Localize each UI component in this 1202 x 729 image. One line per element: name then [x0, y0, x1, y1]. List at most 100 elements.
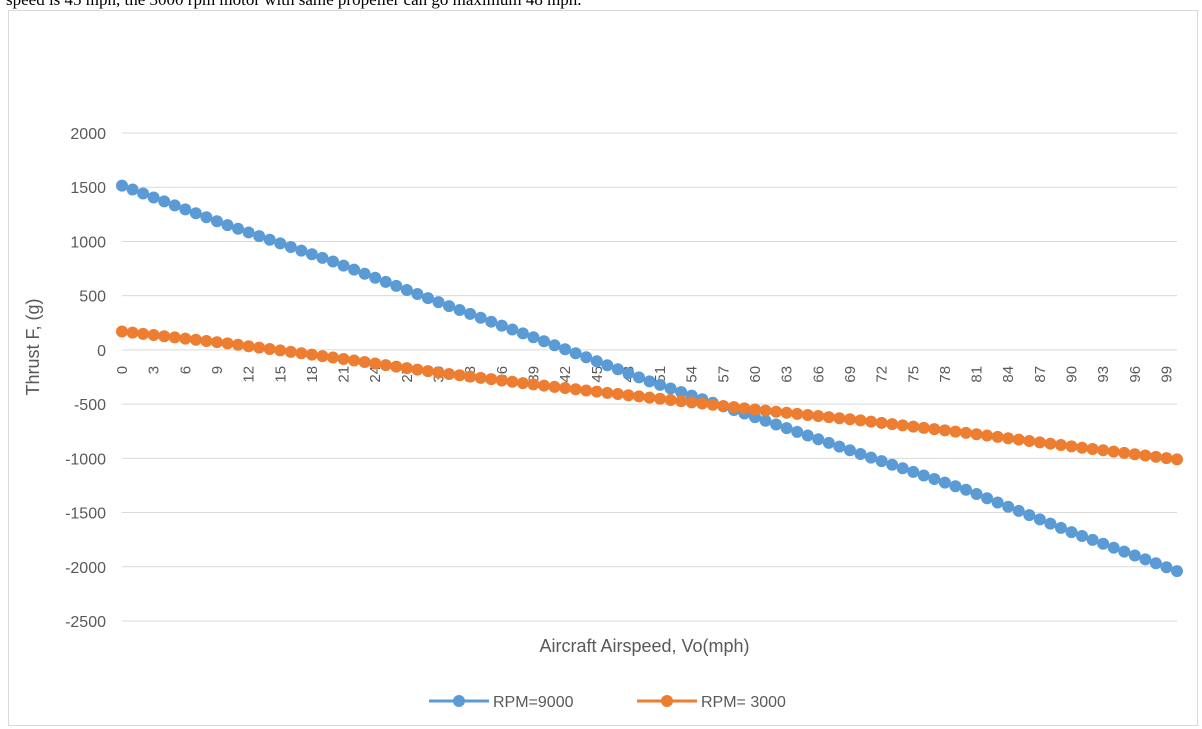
- x-tick-label: 63: [779, 366, 796, 383]
- data-point: [590, 355, 603, 368]
- x-tick-label: 18: [304, 366, 321, 383]
- data-point: [960, 426, 972, 439]
- data-point: [854, 447, 867, 460]
- data-point: [780, 422, 793, 435]
- legend-marker: [453, 695, 465, 707]
- data-point: [1023, 509, 1036, 522]
- data-point: [970, 488, 983, 501]
- x-tick-label: 24: [367, 366, 384, 383]
- data-point: [1128, 549, 1141, 562]
- data-point: [812, 433, 825, 446]
- data-point: [126, 183, 139, 196]
- data-point: [664, 393, 677, 406]
- data-point: [643, 375, 656, 388]
- x-tick-label: 96: [1127, 366, 1144, 383]
- data-point: [1107, 541, 1120, 554]
- data-point: [453, 303, 466, 316]
- data-point: [1107, 445, 1120, 458]
- data-point: [327, 255, 339, 268]
- data-point: [1118, 545, 1131, 558]
- data-point: [632, 390, 645, 403]
- data-point: [1033, 436, 1046, 449]
- y-tick-label: 1000: [70, 234, 106, 251]
- data-point: [1002, 432, 1015, 445]
- data-point: [917, 469, 930, 482]
- data-point: [1076, 441, 1089, 454]
- data-point: [833, 412, 846, 425]
- x-tick-label: 51: [652, 366, 669, 383]
- y-tick-label: 1500: [70, 180, 106, 197]
- data-point: [654, 378, 667, 391]
- data-point: [1097, 537, 1110, 550]
- data-point: [548, 380, 561, 393]
- x-tick-label: 75: [905, 366, 922, 383]
- y-tick-label: -2500: [65, 614, 106, 631]
- data-point: [421, 365, 434, 378]
- data-point: [137, 187, 150, 200]
- data-point: [675, 386, 688, 399]
- legend-marker: [661, 695, 673, 707]
- x-tick-label: 60: [747, 366, 764, 383]
- data-point: [854, 414, 867, 427]
- data-point: [506, 323, 519, 336]
- data-point: [770, 418, 783, 431]
- data-point: [611, 363, 624, 376]
- data-point: [390, 360, 403, 373]
- data-point: [1171, 565, 1183, 578]
- data-point: [865, 451, 878, 464]
- gridlines: [122, 132, 1177, 622]
- legend: RPM=9000 RPM= 3000: [429, 694, 786, 711]
- data-point: [464, 307, 477, 320]
- data-point: [1044, 437, 1057, 450]
- data-point: [907, 420, 920, 433]
- data-point: [305, 248, 318, 261]
- data-point: [548, 339, 561, 352]
- data-point: [516, 327, 529, 340]
- data-point: [158, 195, 171, 208]
- data-point: [337, 352, 350, 365]
- data-point: [179, 203, 192, 216]
- data-point: [580, 351, 593, 364]
- data-point: [928, 423, 941, 436]
- data-point: [896, 462, 909, 475]
- data-point: [116, 325, 128, 338]
- data-point: [538, 335, 550, 348]
- data-point: [949, 425, 962, 438]
- x-tick-label: 39: [525, 366, 542, 383]
- legend-label: RPM=9000: [493, 694, 574, 711]
- data-point: [284, 240, 297, 253]
- data-point: [896, 419, 909, 432]
- data-point: [316, 350, 329, 363]
- data-point: [759, 414, 772, 427]
- y-tick-label: 500: [79, 289, 106, 306]
- data-point: [654, 392, 667, 405]
- data-point: [179, 332, 192, 345]
- x-tick-label: 0: [114, 366, 131, 374]
- x-tick-label: 21: [336, 366, 353, 383]
- data-point: [485, 315, 498, 328]
- data-point: [189, 207, 202, 220]
- data-point: [833, 440, 846, 453]
- x-tick-label: 69: [842, 366, 859, 383]
- data-point: [253, 341, 266, 354]
- data-point: [358, 267, 371, 280]
- x-tick-label: 12: [241, 366, 258, 383]
- series-rpm-3000: [116, 325, 1183, 466]
- y-tick-label: -1500: [65, 506, 106, 523]
- data-point: [411, 363, 424, 376]
- data-point: [116, 179, 128, 192]
- y-tick-label: -2000: [65, 560, 106, 577]
- data-point: [559, 382, 572, 395]
- data-point: [1065, 440, 1078, 453]
- data-point: [886, 458, 899, 471]
- data-point: [443, 367, 456, 380]
- data-point: [685, 396, 698, 409]
- x-tick-label: 72: [874, 366, 891, 383]
- data-point: [1023, 434, 1036, 447]
- data-point: [1086, 533, 1099, 546]
- data-point: [907, 465, 920, 478]
- x-tick-label: 66: [810, 366, 827, 383]
- series-rpm-9000: [116, 179, 1183, 578]
- data-point: [601, 386, 614, 399]
- data-point: [421, 292, 434, 305]
